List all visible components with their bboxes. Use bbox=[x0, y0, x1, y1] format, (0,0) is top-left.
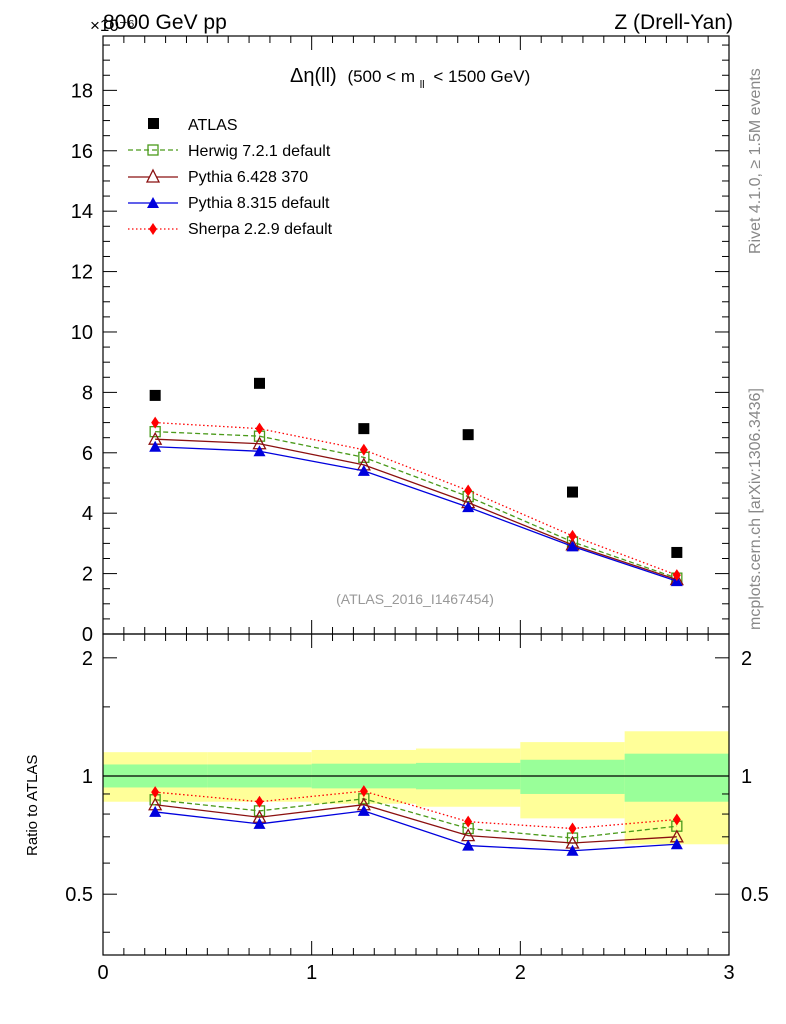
ratio-y-tick-label-right: 0.5 bbox=[741, 884, 769, 906]
legend-entry-sherpa: Sherpa 2.2.9 default bbox=[128, 221, 333, 238]
main-point-sherpa bbox=[359, 443, 368, 456]
ratio-point-sherpa bbox=[568, 822, 577, 835]
ratio-x-tick-label: 3 bbox=[723, 962, 734, 984]
main-line-herwig bbox=[155, 430, 678, 579]
main-point-pythia8 bbox=[149, 440, 162, 452]
plot-title-rest: (500 < m bbox=[347, 67, 415, 86]
main-y-tick-label: 18 bbox=[71, 80, 93, 102]
mcplots-label: mcplots.cern.ch [arXiv:1306.3436] bbox=[747, 388, 764, 630]
ratio-point-pythia8 bbox=[566, 844, 579, 856]
y-exponent-label: ×10⁻⁶ bbox=[90, 16, 135, 35]
analysis-watermark: (ATLAS_2016_I1467454) bbox=[336, 591, 494, 607]
main-point-sherpa bbox=[151, 416, 160, 429]
legend-label-herwig: Herwig 7.2.1 default bbox=[188, 143, 331, 160]
legend-marker-pythia8 bbox=[147, 197, 159, 208]
main-point-sherpa bbox=[255, 422, 264, 435]
main-point-pythia8 bbox=[462, 501, 475, 513]
main-y-tick-label: 16 bbox=[71, 141, 93, 163]
ratio-point-pythia8 bbox=[149, 805, 162, 817]
main-y-tick-label: 0 bbox=[82, 624, 93, 646]
ratio-line-pythia8 bbox=[155, 810, 677, 852]
main-point-atlas bbox=[462, 429, 474, 441]
header-right-title: Z (Drell-Yan) bbox=[614, 11, 733, 34]
ratio-x-tick-label: 2 bbox=[515, 962, 526, 984]
legend: ATLAS Herwig 7.2.1 default Pythia 6.428 … bbox=[128, 117, 333, 238]
main-point-sherpa bbox=[568, 529, 577, 542]
main-y-tick-label: 12 bbox=[71, 262, 93, 284]
ratio-x-tick-label: 1 bbox=[306, 962, 317, 984]
plot-title-sub: ll bbox=[420, 79, 425, 91]
main-point-pythia8 bbox=[253, 445, 266, 457]
main-point-pythia8 bbox=[566, 540, 579, 552]
legend-entry-pythia8: Pythia 8.315 default bbox=[128, 195, 330, 212]
main-point-atlas bbox=[358, 423, 370, 435]
legend-marker-pythia6 bbox=[145, 168, 161, 183]
ratio-point-pythia8 bbox=[462, 839, 475, 851]
ratio-x-tick-label: 0 bbox=[97, 962, 108, 984]
main-point-atlas bbox=[149, 389, 161, 401]
legend-label-sherpa: Sherpa 2.2.9 default bbox=[188, 221, 333, 238]
legend-entry-atlas: ATLAS bbox=[148, 117, 238, 134]
ratio-y-axis-label: Ratio to ATLAS bbox=[24, 755, 41, 856]
ratio-y-tick-label: 0.5 bbox=[65, 884, 93, 906]
main-y-tick-label: 8 bbox=[82, 382, 93, 404]
ratio-line-pythia6 bbox=[155, 804, 677, 844]
legend-label-atlas: ATLAS bbox=[188, 117, 238, 134]
main-point-atlas bbox=[567, 486, 578, 498]
ratio-point-sherpa bbox=[359, 785, 368, 798]
main-point-pythia8 bbox=[357, 464, 370, 476]
plot-title-main: Δη(ll) bbox=[290, 65, 337, 87]
main-point-atlas bbox=[671, 546, 683, 558]
legend-entry-herwig: Herwig 7.2.1 default bbox=[128, 143, 331, 160]
ratio-point-sherpa bbox=[464, 815, 473, 828]
legend-marker-herwig bbox=[147, 144, 159, 156]
ratio-line-sherpa bbox=[155, 790, 677, 830]
ratio-band-inner-4 bbox=[520, 759, 625, 794]
main-line-pythia8 bbox=[155, 446, 678, 582]
ratio-point-sherpa bbox=[255, 795, 264, 808]
ratio-point-pythia8 bbox=[670, 838, 683, 850]
main-y-tick-label: 4 bbox=[82, 503, 93, 525]
main-y-tick-label: 2 bbox=[82, 564, 93, 586]
ratio-point-sherpa bbox=[672, 813, 681, 826]
ratio-y-tick-label-right: 2 bbox=[741, 648, 752, 670]
legend-marker-atlas bbox=[148, 118, 159, 129]
plot-title-end: < 1500 GeV) bbox=[433, 67, 530, 86]
main-point-atlas bbox=[254, 377, 265, 389]
legend-entry-pythia6: Pythia 6.428 370 bbox=[128, 168, 308, 186]
ratio-y-tick-label: 1 bbox=[82, 766, 93, 788]
ratio-point-sherpa bbox=[151, 786, 160, 799]
main-line-sherpa bbox=[155, 421, 678, 576]
ratio-point-pythia8 bbox=[253, 817, 266, 829]
rivet-label: Rivet 4.1.0, ≥ 1.5M events bbox=[747, 68, 764, 254]
main-point-sherpa bbox=[464, 484, 473, 497]
legend-label-pythia8: Pythia 8.315 default bbox=[188, 195, 330, 212]
ratio-line-herwig bbox=[155, 798, 677, 839]
main-point-sherpa bbox=[672, 569, 681, 582]
ratio-y-tick-label: 2 bbox=[82, 648, 93, 670]
main-y-tick-label: 6 bbox=[82, 443, 93, 465]
plot-title: Δη(ll) (500 < m ll < 1500 GeV) bbox=[290, 65, 530, 92]
legend-marker-sherpa bbox=[149, 223, 157, 235]
main-y-tick-label: 10 bbox=[71, 322, 93, 344]
ratio-band-inner-5 bbox=[624, 753, 729, 802]
main-y-tick-label: 14 bbox=[71, 201, 93, 223]
header-left-title: 8000 GeV pp bbox=[103, 11, 227, 34]
legend-label-pythia6: Pythia 6.428 370 bbox=[188, 169, 308, 186]
ratio-y-tick-label-right: 1 bbox=[741, 766, 752, 788]
main-line-pythia6 bbox=[155, 438, 678, 581]
ratio-point-pythia8 bbox=[357, 804, 370, 816]
